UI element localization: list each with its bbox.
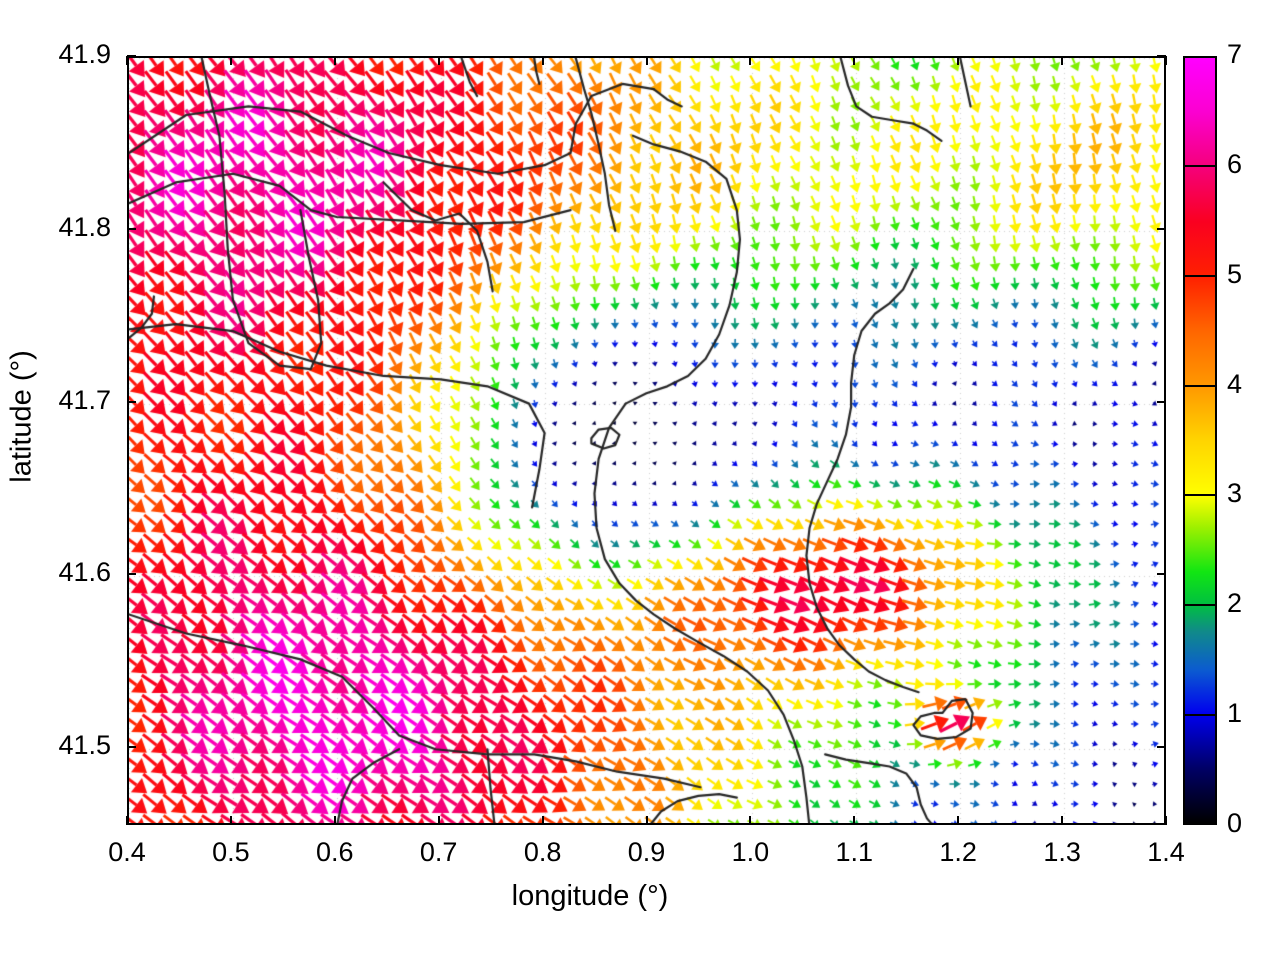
- x-tick: [126, 816, 128, 825]
- colorbar-tick-label: 3: [1227, 478, 1243, 509]
- x-tick: [645, 816, 648, 825]
- x-tick: [1165, 56, 1167, 65]
- x-tick: [437, 816, 440, 825]
- y-tick: [127, 573, 136, 576]
- x-tick: [333, 56, 336, 65]
- y-tick-label: 41.7: [58, 384, 111, 415]
- colorbar-tick: [1183, 274, 1217, 277]
- x-tick: [1061, 816, 1064, 825]
- x-tick: [645, 56, 648, 65]
- y-tick: [127, 400, 136, 403]
- x-tick-label: 0.6: [316, 837, 354, 867]
- x-tick: [749, 816, 752, 825]
- colorbar-tick-label: 6: [1227, 148, 1243, 179]
- colorbar-tick-label: 1: [1227, 698, 1243, 729]
- x-tick: [333, 816, 336, 825]
- x-tick: [957, 816, 960, 825]
- x-tick: [437, 56, 440, 65]
- y-axis-title: latitude (°): [5, 350, 38, 483]
- colorbar-tick-label: 5: [1227, 258, 1243, 289]
- colorbar-gradient: [1183, 56, 1217, 825]
- x-tick: [749, 56, 752, 65]
- colorbar-tick-label: 0: [1227, 808, 1243, 838]
- x-tick: [541, 816, 544, 825]
- colorbar-tick: [1183, 164, 1217, 167]
- x-tick: [853, 816, 856, 825]
- x-tick: [1061, 56, 1064, 65]
- y-tick: [1157, 573, 1166, 576]
- plot-area: [127, 56, 1166, 825]
- colorbar-tick: [1183, 494, 1217, 497]
- colorbar-tick-label: 7: [1227, 39, 1243, 69]
- x-tick: [126, 56, 128, 65]
- y-tick-label: 41.5: [58, 730, 111, 761]
- x-tick-label: 0.4: [108, 837, 146, 867]
- x-tick-label: 0.7: [419, 837, 458, 867]
- x-tick-label: 0.5: [212, 837, 250, 867]
- x-tick-label: 0.9: [627, 837, 666, 867]
- coastline-overlay: [129, 58, 1164, 823]
- x-tick-label: 1.3: [1043, 837, 1081, 867]
- colorbar-tick: [1183, 604, 1217, 607]
- x-tick: [853, 56, 856, 65]
- y-tick-label: 41.6: [58, 557, 111, 588]
- y-tick: [1157, 55, 1166, 57]
- y-tick: [127, 227, 136, 230]
- x-axis-title: longitude (°): [511, 880, 669, 912]
- x-tick: [1165, 816, 1167, 825]
- x-tick-label: 1.4: [1147, 837, 1185, 867]
- colorbar-tick: [1183, 384, 1217, 387]
- x-tick: [229, 56, 232, 65]
- colorbar: 7 6 5 4 3 2 1 0: [1183, 39, 1242, 838]
- y-tick: [1157, 746, 1166, 749]
- y-tick: [127, 746, 136, 749]
- x-tick-label: 1.1: [835, 837, 874, 867]
- y-tick: [127, 55, 136, 57]
- y-tick-label: 41.8: [58, 211, 111, 242]
- x-tick: [229, 816, 232, 825]
- colorbar-tick-label: 4: [1227, 368, 1243, 399]
- y-tick: [1157, 227, 1166, 230]
- x-tick-label: 0.8: [523, 837, 562, 867]
- x-tick-label: 1.0: [731, 837, 770, 867]
- y-tick-label: 41.9: [58, 39, 111, 69]
- x-tick-label: 1.2: [939, 837, 977, 867]
- y-tick: [1157, 400, 1166, 403]
- colorbar-tick-label: 2: [1227, 588, 1243, 619]
- colorbar-tick: [1183, 714, 1217, 717]
- x-tick: [957, 56, 960, 65]
- x-tick: [541, 56, 544, 65]
